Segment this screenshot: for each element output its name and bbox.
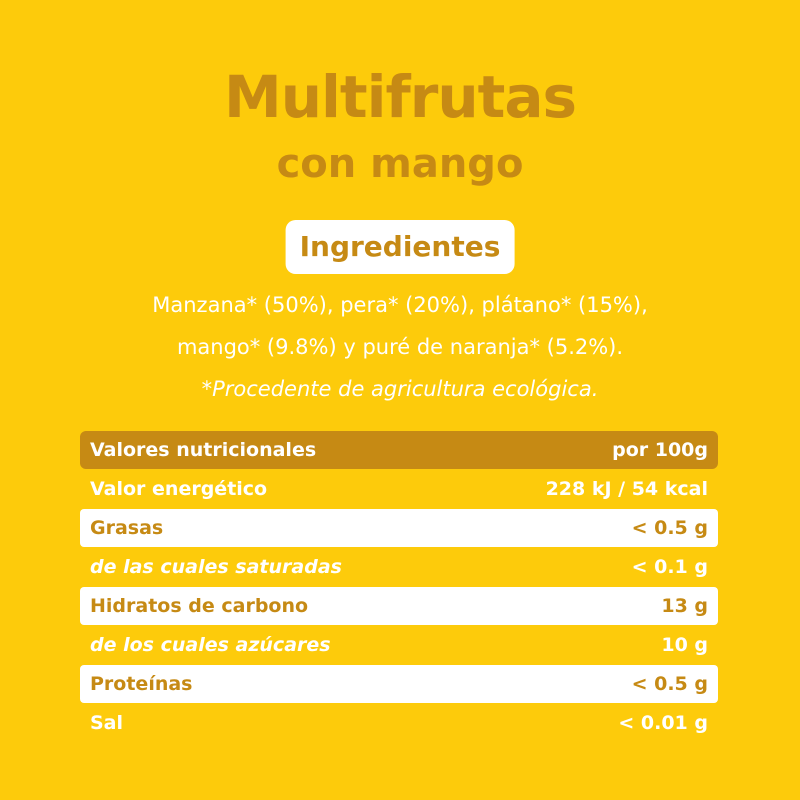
ingredients-note: *Procedente de agricultura ecológica. <box>201 377 599 401</box>
table-row: de los cuales azúcares 10 g <box>80 626 718 664</box>
nutrient-value-energy: 228 kJ / 54 kcal <box>545 478 708 500</box>
table-row: Hidratos de carbono 13 g <box>80 587 718 625</box>
nutrient-label-protein: Proteínas <box>90 673 193 695</box>
nutrition-table-header: Valores nutricionales por 100g <box>80 431 718 469</box>
nutrient-value-sugars: 10 g <box>661 634 708 656</box>
nutrient-label-energy: Valor energético <box>90 478 268 500</box>
nutrient-label-saturated: de las cuales saturadas <box>90 556 342 578</box>
table-row: Valor energético 228 kJ / 54 kcal <box>80 470 718 508</box>
nutrient-label-salt: Sal <box>90 712 124 734</box>
nutrient-value-salt: < 0.01 g <box>618 712 708 734</box>
ingredients-line-1: Manzana* (50%), pera* (20%), plátano* (1… <box>152 293 648 317</box>
nutrient-label-sugars: de los cuales azúcares <box>90 634 331 656</box>
nutrient-value-carbs: 13 g <box>661 595 708 617</box>
nutrient-label-fat: Grasas <box>90 517 164 539</box>
ingredients-text: Manzana* (50%), pera* (20%), plátano* (1… <box>0 284 800 410</box>
ingredients-heading: Ingredientes <box>285 220 515 274</box>
table-row: Proteínas < 0.5 g <box>80 665 718 703</box>
nutrient-value-saturated: < 0.1 g <box>631 556 708 578</box>
nutrient-value-protein: < 0.5 g <box>631 673 708 695</box>
table-row: Sal < 0.01 g <box>80 704 718 742</box>
product-subtitle: con mango <box>276 141 524 187</box>
nutrient-label-carbs: Hidratos de carbono <box>90 595 309 617</box>
nutrient-value-fat: < 0.5 g <box>631 517 708 539</box>
nutrition-table: Valores nutricionales por 100g Valor ene… <box>80 431 718 743</box>
table-row: Grasas < 0.5 g <box>80 509 718 547</box>
product-title: Multifrutas <box>223 63 577 131</box>
nutrition-header-value: por 100g <box>612 439 708 461</box>
ingredients-line-2: mango* (9.8%) y puré de naranja* (5.2%). <box>176 335 624 359</box>
table-row: de las cuales saturadas < 0.1 g <box>80 548 718 586</box>
nutrition-header-label: Valores nutricionales <box>90 439 317 461</box>
